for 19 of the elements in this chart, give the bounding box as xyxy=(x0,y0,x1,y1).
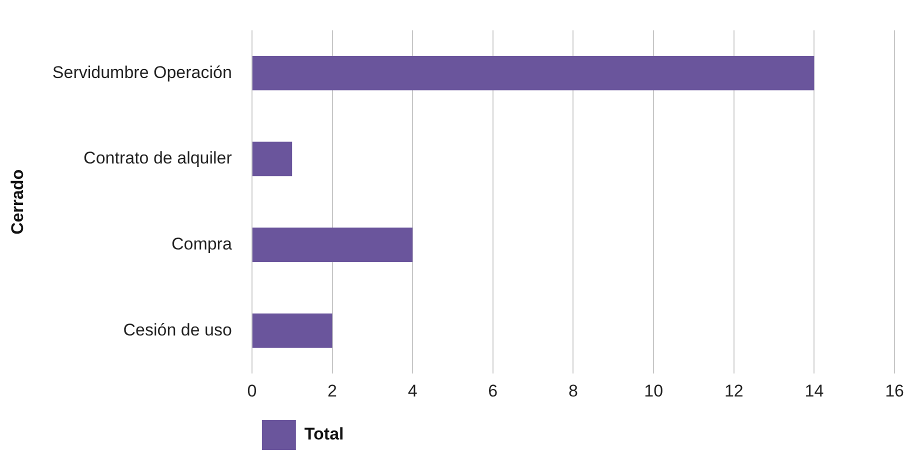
y-tick-label: Contrato de alquiler xyxy=(84,148,232,168)
x-tick-label: 2 xyxy=(328,381,337,400)
legend-label: Total xyxy=(304,424,344,444)
x-tick-label: 8 xyxy=(568,381,578,400)
y-tick-label: Servidumbre Operación xyxy=(52,62,232,82)
x-tick-label: 16 xyxy=(885,381,904,400)
x-tick-label: 12 xyxy=(724,381,744,400)
x-tick-label: 0 xyxy=(247,381,257,400)
y-axis-title: Cerrado xyxy=(8,169,27,234)
bar xyxy=(252,228,413,262)
bar xyxy=(252,142,292,176)
x-tick-label: 10 xyxy=(644,381,664,400)
y-tick-label: Cesión de uso xyxy=(123,320,232,340)
bar xyxy=(252,314,332,348)
x-tick-label: 14 xyxy=(804,381,824,400)
x-tick-label: 4 xyxy=(408,381,418,400)
y-tick-label: Compra xyxy=(171,234,232,254)
x-tick-label: 6 xyxy=(488,381,498,400)
bar xyxy=(252,56,814,90)
